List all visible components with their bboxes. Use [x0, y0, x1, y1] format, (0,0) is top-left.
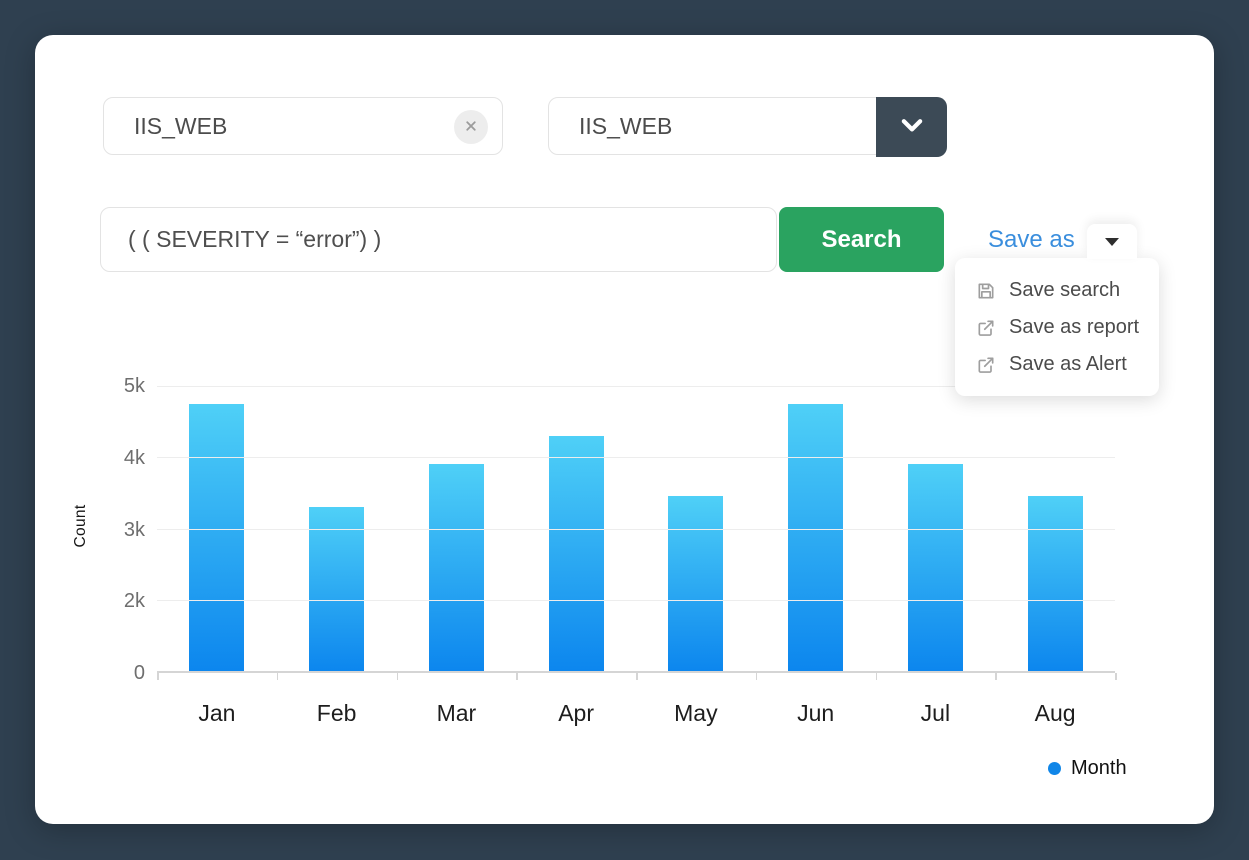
x-axis-tick	[636, 673, 638, 680]
chart-legend: Month	[1048, 757, 1127, 780]
x-axis-tick	[755, 673, 758, 680]
x-label-jan: Jan	[198, 700, 236, 726]
gridline	[157, 457, 1115, 459]
bar-slot	[756, 386, 876, 671]
save-as-link[interactable]: Save as	[988, 226, 1075, 253]
x-axis-tick	[516, 673, 518, 680]
x-axis-tick	[995, 673, 997, 680]
y-tick-label: 5k	[123, 375, 145, 397]
x-axis-tick	[276, 673, 279, 680]
bar-slot	[157, 386, 277, 671]
bar-feb[interactable]	[309, 507, 365, 671]
external-link-icon	[976, 355, 996, 375]
x-axis-labels: Jan Feb Mar Apr May Jun Jul Aug	[157, 700, 1115, 727]
bar-jun[interactable]	[788, 403, 844, 671]
menu-item-label: Save search	[1009, 279, 1121, 301]
external-link-icon	[976, 318, 996, 338]
bar-apr[interactable]	[548, 435, 604, 671]
legend-label: Month	[1071, 757, 1127, 779]
x-label-apr: Apr	[558, 700, 595, 726]
x-label-may: May	[674, 700, 718, 726]
caret-down-icon	[1105, 238, 1119, 247]
save-as-caret-button[interactable]	[1087, 224, 1137, 259]
bar-slot	[397, 386, 517, 671]
gridline	[157, 386, 1115, 387]
gridline	[157, 528, 1115, 530]
chevron-down-icon	[897, 110, 927, 145]
y-tick-label: 0	[133, 662, 145, 684]
x-ticks	[157, 671, 1117, 680]
menu-item-label: Save as Alert	[1009, 353, 1127, 375]
bars	[157, 386, 1115, 671]
search-query-input[interactable]	[100, 207, 777, 272]
legend-dot-icon	[1048, 762, 1061, 775]
clear-field-button[interactable]	[454, 110, 488, 144]
log-source-select[interactable]: IIS_WEB	[548, 97, 947, 157]
x-label-jun: Jun	[797, 700, 835, 726]
save-as-menu: Save search Save as report Save as Alert	[955, 258, 1159, 396]
log-source-value: IIS_WEB	[579, 113, 673, 139]
bar-may[interactable]	[668, 496, 724, 671]
bar-slot	[636, 386, 756, 671]
x-label-mar: Mar	[436, 700, 477, 726]
search-button[interactable]: Search	[779, 207, 944, 272]
x-axis-tick	[1115, 673, 1117, 680]
search-panel-card: IIS_WEB IIS_WEB Search Sa	[35, 35, 1214, 824]
bar-aug[interactable]	[1027, 496, 1083, 671]
log-type-value: IIS_WEB	[134, 113, 228, 139]
menu-item-save-as-report[interactable]: Save as report	[955, 309, 1159, 346]
x-label-jul: Jul	[920, 700, 951, 726]
y-tick-label: 4k	[123, 446, 145, 469]
plot-area	[157, 386, 1117, 680]
select-arrow-box[interactable]	[876, 97, 947, 157]
bar-slot	[516, 386, 636, 671]
x-label-aug: Aug	[1034, 700, 1076, 726]
x-axis-tick	[875, 673, 877, 680]
bar-slot	[277, 386, 397, 671]
menu-item-save-search[interactable]: Save search	[955, 272, 1159, 309]
bar-mar[interactable]	[428, 464, 484, 671]
menu-item-save-as-alert[interactable]: Save as Alert	[955, 346, 1159, 383]
x-label-feb: Feb	[316, 700, 357, 726]
log-type-field[interactable]: IIS_WEB	[103, 97, 503, 155]
x-axis-tick	[396, 673, 398, 680]
close-icon	[462, 117, 480, 138]
save-icon	[976, 281, 996, 301]
bar-jul[interactable]	[907, 464, 963, 671]
bar-slot	[995, 386, 1115, 671]
y-tick-label: 3k	[123, 518, 145, 541]
x-axis-tick	[157, 673, 159, 680]
menu-item-label: Save as report	[1009, 316, 1140, 338]
bar-jan[interactable]	[189, 403, 245, 671]
y-axis-labels: 5k 4k 3k 2k 0	[75, 375, 145, 684]
gridline	[157, 599, 1115, 601]
bar-slot	[876, 386, 996, 671]
y-tick-label: 2k	[123, 590, 145, 613]
